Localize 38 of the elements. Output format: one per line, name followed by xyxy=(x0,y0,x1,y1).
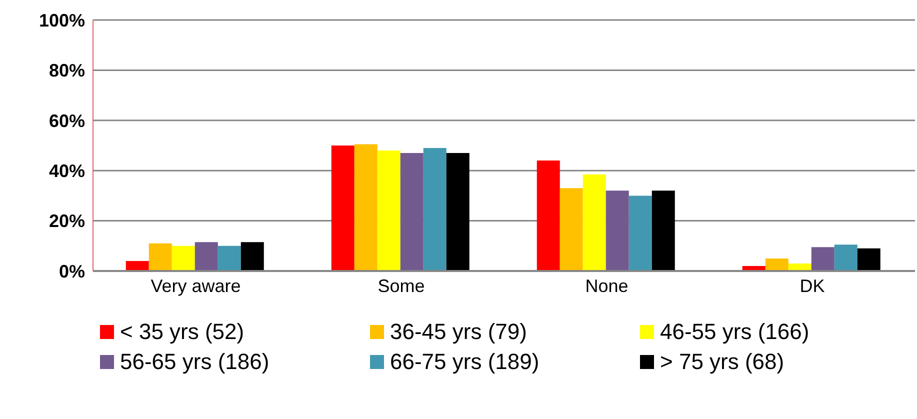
y-tick-label: 0% xyxy=(58,261,85,282)
bar xyxy=(148,243,172,271)
legend-label: > 75 yrs (68) xyxy=(660,349,784,375)
bar xyxy=(446,153,470,271)
legend-label: 46-55 yrs (166) xyxy=(660,319,810,345)
legend-label: 36-45 yrs (79) xyxy=(390,319,527,345)
bar xyxy=(331,146,354,271)
y-tick-label: 60% xyxy=(48,110,85,131)
y-tick-label: 100% xyxy=(38,10,85,30)
bar xyxy=(126,260,149,271)
y-tick-label: 80% xyxy=(48,60,85,81)
bar xyxy=(765,258,788,271)
x-tick-label: None xyxy=(585,276,628,296)
bar xyxy=(582,174,606,271)
x-tick-label: Very aware xyxy=(150,276,241,296)
legend-label: 66-75 yrs (189) xyxy=(390,349,540,375)
bar xyxy=(834,244,858,271)
bar xyxy=(560,188,583,271)
x-tick-label: DK xyxy=(800,276,825,296)
x-tick-label: Some xyxy=(378,276,425,296)
bar xyxy=(400,153,424,271)
bar xyxy=(172,246,195,271)
bar xyxy=(628,196,652,271)
bar xyxy=(218,246,241,271)
bar xyxy=(423,148,446,271)
bar xyxy=(354,144,378,271)
legend-label: < 35 yrs (52) xyxy=(120,319,244,345)
bar xyxy=(652,190,675,271)
bar xyxy=(857,248,880,271)
bar xyxy=(377,150,400,271)
bar xyxy=(606,190,629,271)
y-tick-label: 40% xyxy=(48,160,85,181)
y-tick-label: 20% xyxy=(48,211,85,232)
bar xyxy=(811,247,834,271)
legend-label: 56-65 yrs (186) xyxy=(120,349,270,375)
bar xyxy=(536,160,560,271)
bar xyxy=(194,242,218,271)
bar xyxy=(240,242,264,271)
